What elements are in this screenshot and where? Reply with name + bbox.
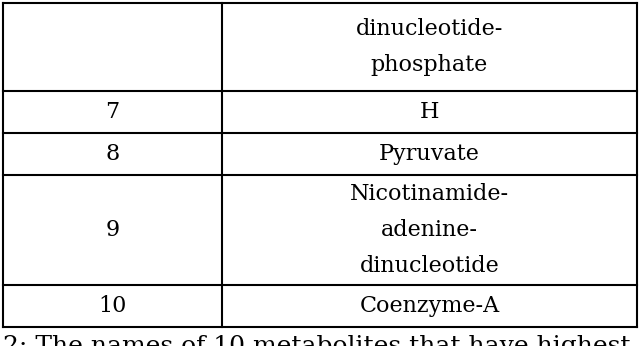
Text: 7: 7	[106, 101, 120, 123]
Text: H: H	[420, 101, 439, 123]
Text: 2: The names of 10 metabolites that have highest: 2: The names of 10 metabolites that have…	[3, 335, 630, 346]
Text: 10: 10	[98, 295, 127, 317]
Text: Nicotinamide-
adenine-
dinucleotide: Nicotinamide- adenine- dinucleotide	[350, 183, 509, 276]
Text: 8: 8	[105, 143, 120, 165]
Text: dinucleotide-
phosphate: dinucleotide- phosphate	[356, 18, 503, 76]
Text: 9: 9	[106, 219, 120, 241]
Text: Coenzyme-A: Coenzyme-A	[359, 295, 499, 317]
Text: Pyruvate: Pyruvate	[379, 143, 480, 165]
